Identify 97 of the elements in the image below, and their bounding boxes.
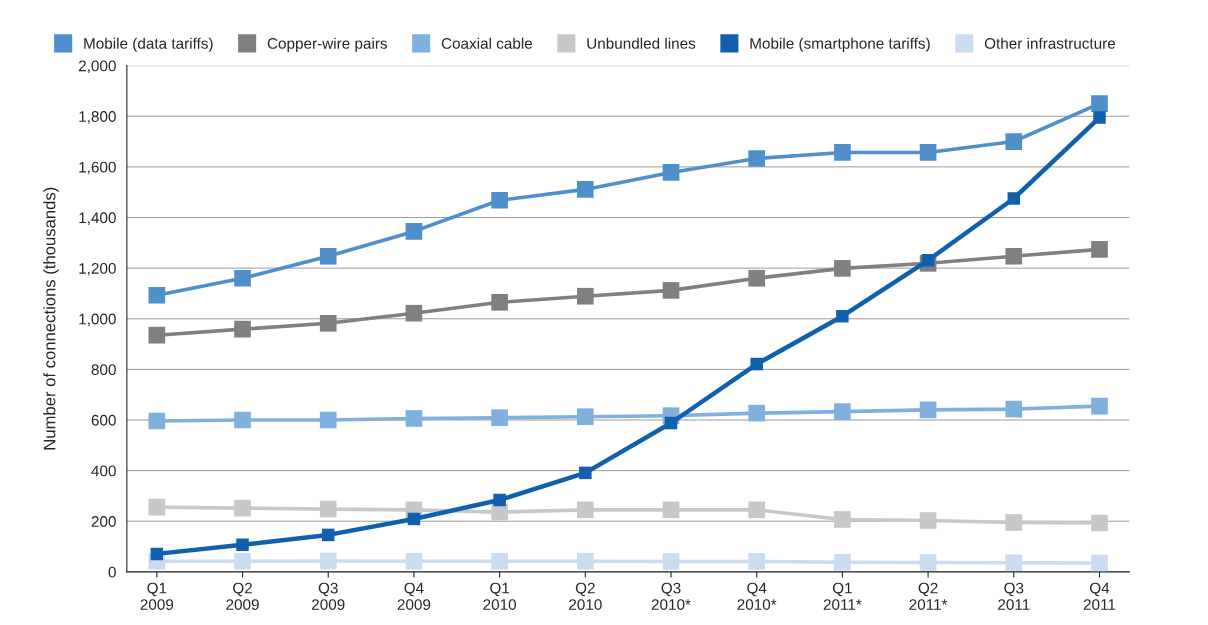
x-tick-label: Q2 2010 (569, 582, 602, 610)
legend-label: Mobile (smartphone tariffs) (750, 37, 930, 52)
point (1005, 514, 1023, 531)
point (405, 410, 423, 427)
point (493, 493, 506, 507)
point (1093, 111, 1106, 124)
point (576, 408, 594, 426)
y-tick-label: 1,200 (79, 262, 116, 276)
point (148, 412, 166, 430)
x-tick-label: Q2 2009 (226, 582, 259, 610)
y-tick-label: 0 (108, 566, 116, 578)
point (148, 498, 166, 516)
x-tick-label: Q1 2010 (483, 582, 517, 610)
legend-label: Other infrastructure (984, 37, 1116, 49)
y-tick-label: 200 (91, 516, 116, 527)
y-tick-label: 1,000 (79, 313, 116, 327)
point (148, 326, 166, 344)
point (748, 269, 766, 287)
point (1005, 133, 1023, 150)
point (405, 552, 423, 570)
point (750, 357, 763, 371)
point (1005, 400, 1023, 418)
point (1091, 397, 1108, 415)
point (491, 293, 508, 311)
point (748, 404, 766, 422)
point (321, 528, 335, 542)
point (234, 269, 251, 287)
point (405, 304, 423, 322)
point (1005, 247, 1023, 265)
point (234, 411, 251, 429)
x-tick-label: Q4 2009 (397, 582, 431, 610)
y-tick-label: 1,800 (79, 111, 116, 124)
point (662, 501, 680, 519)
point (1091, 95, 1108, 112)
point (150, 547, 164, 561)
point (576, 501, 594, 519)
point (748, 553, 766, 570)
point (748, 501, 766, 519)
x-tick-label: Q1 2011* (823, 582, 862, 610)
point (834, 403, 851, 420)
point (405, 223, 423, 240)
y-tick-label: 1,400 (79, 212, 116, 225)
point (491, 409, 508, 427)
point (919, 554, 937, 571)
y-tick-label: 1,600 (79, 161, 116, 175)
point (834, 260, 851, 277)
point (234, 499, 251, 517)
x-tick-label: Q3 2009 (312, 582, 345, 610)
x-tick-label: Q3 2011 (998, 582, 1030, 610)
point (576, 287, 594, 305)
point (919, 512, 937, 529)
point (834, 511, 851, 528)
point (407, 512, 421, 526)
point (319, 411, 337, 429)
point (662, 282, 680, 299)
legend-label: Mobile (data tariffs) (84, 37, 213, 52)
point (664, 416, 678, 430)
point (491, 552, 508, 570)
point (1091, 554, 1108, 572)
point (921, 254, 935, 267)
point (834, 553, 851, 571)
legend-label: Coaxial cable (441, 37, 533, 49)
y-axis-title: Number of connections (thousands) (43, 187, 59, 450)
point (234, 320, 251, 338)
y-tick-label: 600 (91, 414, 116, 426)
x-tick-label: Q3 2010* (651, 582, 691, 610)
point (579, 466, 592, 480)
point (319, 552, 337, 570)
y-tick-label: 800 (91, 364, 116, 376)
point (662, 553, 680, 570)
x-tick-label: Q2 2011* (909, 582, 948, 610)
legend-label: Copper-wire pairs (267, 37, 387, 52)
point (1005, 554, 1023, 572)
point (1091, 514, 1108, 532)
point (662, 164, 680, 181)
point (1091, 241, 1108, 258)
point (319, 247, 337, 265)
point (1007, 192, 1021, 205)
point (576, 552, 594, 570)
point (148, 286, 166, 304)
point (576, 181, 594, 198)
point (491, 191, 508, 209)
y-tick-label: 400 (91, 465, 116, 477)
point (836, 309, 849, 323)
x-tick-label: Q4 2010* (737, 582, 777, 610)
y-tick-label: 2,000 (78, 60, 116, 74)
x-tick-label: Q4 2011 (1083, 582, 1116, 610)
point (834, 144, 851, 161)
x-tick-label: Q1 2009 (140, 582, 174, 610)
point (919, 401, 937, 419)
point (919, 144, 937, 161)
legend-label: Unbundled lines (587, 37, 696, 49)
point (319, 314, 337, 332)
point (236, 538, 249, 552)
point (748, 150, 766, 167)
point (319, 500, 337, 518)
point (234, 552, 251, 570)
